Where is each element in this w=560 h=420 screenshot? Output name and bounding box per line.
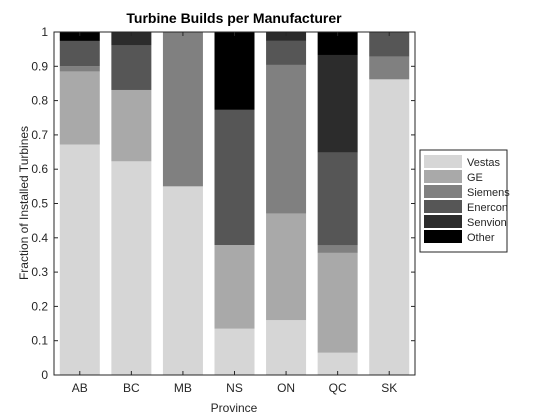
legend-swatch-vestas [424,155,462,168]
legend-swatch-enercon [424,200,462,213]
bar-segment-qc-senvion [317,54,358,153]
legend: Vestas GE Siemens Enercon Senvion Other [419,149,510,253]
y-tick-label: 0.3 [31,265,48,279]
bar-segment-qc-ge [317,252,358,353]
y-tick-label: 0.4 [31,231,48,245]
bar-segment-ab-siemens [59,66,100,72]
y-tick-label: 0.8 [31,94,48,108]
legend-label-siemens: Siemens [467,187,510,199]
x-tick-label-mb: MB [174,381,192,395]
x-axis-ticks: AB BC MB NS ON QC SK [72,32,397,395]
x-tick-label-qc: QC [329,381,347,395]
y-tick-label: 0.1 [31,334,48,348]
bar-segment-ns-ge [214,245,255,329]
y-tick-label: 0.9 [31,59,48,73]
bar-segment-ns-enercon [214,109,255,245]
y-axis-ticks: 0 0.1 0.2 0.3 0.4 0.5 0.6 0.7 0.8 0.9 1 [31,25,415,382]
bar-segment-sk-siemens [369,56,410,80]
x-tick-label-sk: SK [381,381,397,395]
y-tick-label: 0.7 [31,128,48,142]
plot-area-border [53,31,416,376]
legend-label-other: Other [467,232,495,244]
bar-segment-qc-siemens [317,245,358,253]
legend-label-vestas: Vestas [467,157,501,169]
bar-segment-bc-enercon [111,45,152,90]
legend-label-senvion: Senvion [467,217,507,229]
bar-segment-bc-senvion [111,32,152,46]
y-axis-label: Fraction of Installed Turbines [17,126,31,280]
bar-segment-ab-ge [59,71,100,145]
bar-segment-bc-vestas [111,161,152,375]
bar-segment-qc-vestas [317,352,358,375]
bar-segment-bc-ge [111,89,152,162]
bar-segment-ab-enercon [59,40,100,67]
bars-layer [59,32,410,375]
bar-segment-ab-vestas [59,144,100,375]
bar-segment-sk-vestas [369,79,410,375]
x-tick-label-on: ON [277,381,295,395]
bar-segment-on-siemens [266,64,307,214]
bar-segment-ns-other [214,32,255,110]
y-tick-label: 0.6 [31,162,48,176]
legend-label-enercon: Enercon [467,202,508,214]
x-tick-label-ab: AB [72,381,88,395]
bar-segment-qc-enercon [317,152,358,246]
bar-segment-on-senvion [266,32,307,41]
x-tick-label-ns: NS [226,381,243,395]
legend-label-ge: GE [467,172,483,184]
bar-segment-mb-siemens [162,32,203,187]
x-tick-label-bc: BC [123,381,140,395]
legend-swatch-other [424,230,462,243]
bar-segment-qc-other [317,32,358,55]
legend-swatch-siemens [424,185,462,198]
y-tick-label: 1 [41,25,48,39]
bar-segment-sk-enercon [369,32,410,57]
bar-segment-mb-vestas [162,186,203,375]
bar-segment-on-enercon [266,40,307,65]
legend-swatch-ge [424,170,462,183]
y-tick-label: 0.5 [31,197,48,211]
legend-swatch-senvion [424,215,462,228]
y-tick-label: 0.2 [31,299,48,313]
bar-segment-ab-other [59,32,100,41]
x-axis-label: Province [211,401,258,415]
bar-segment-on-ge [266,213,307,321]
bar-segment-ns-vestas [214,328,255,375]
bar-segment-on-vestas [266,320,307,375]
y-tick-label: 0 [41,368,48,382]
chart-title: Turbine Builds per Manufacturer [126,10,342,26]
